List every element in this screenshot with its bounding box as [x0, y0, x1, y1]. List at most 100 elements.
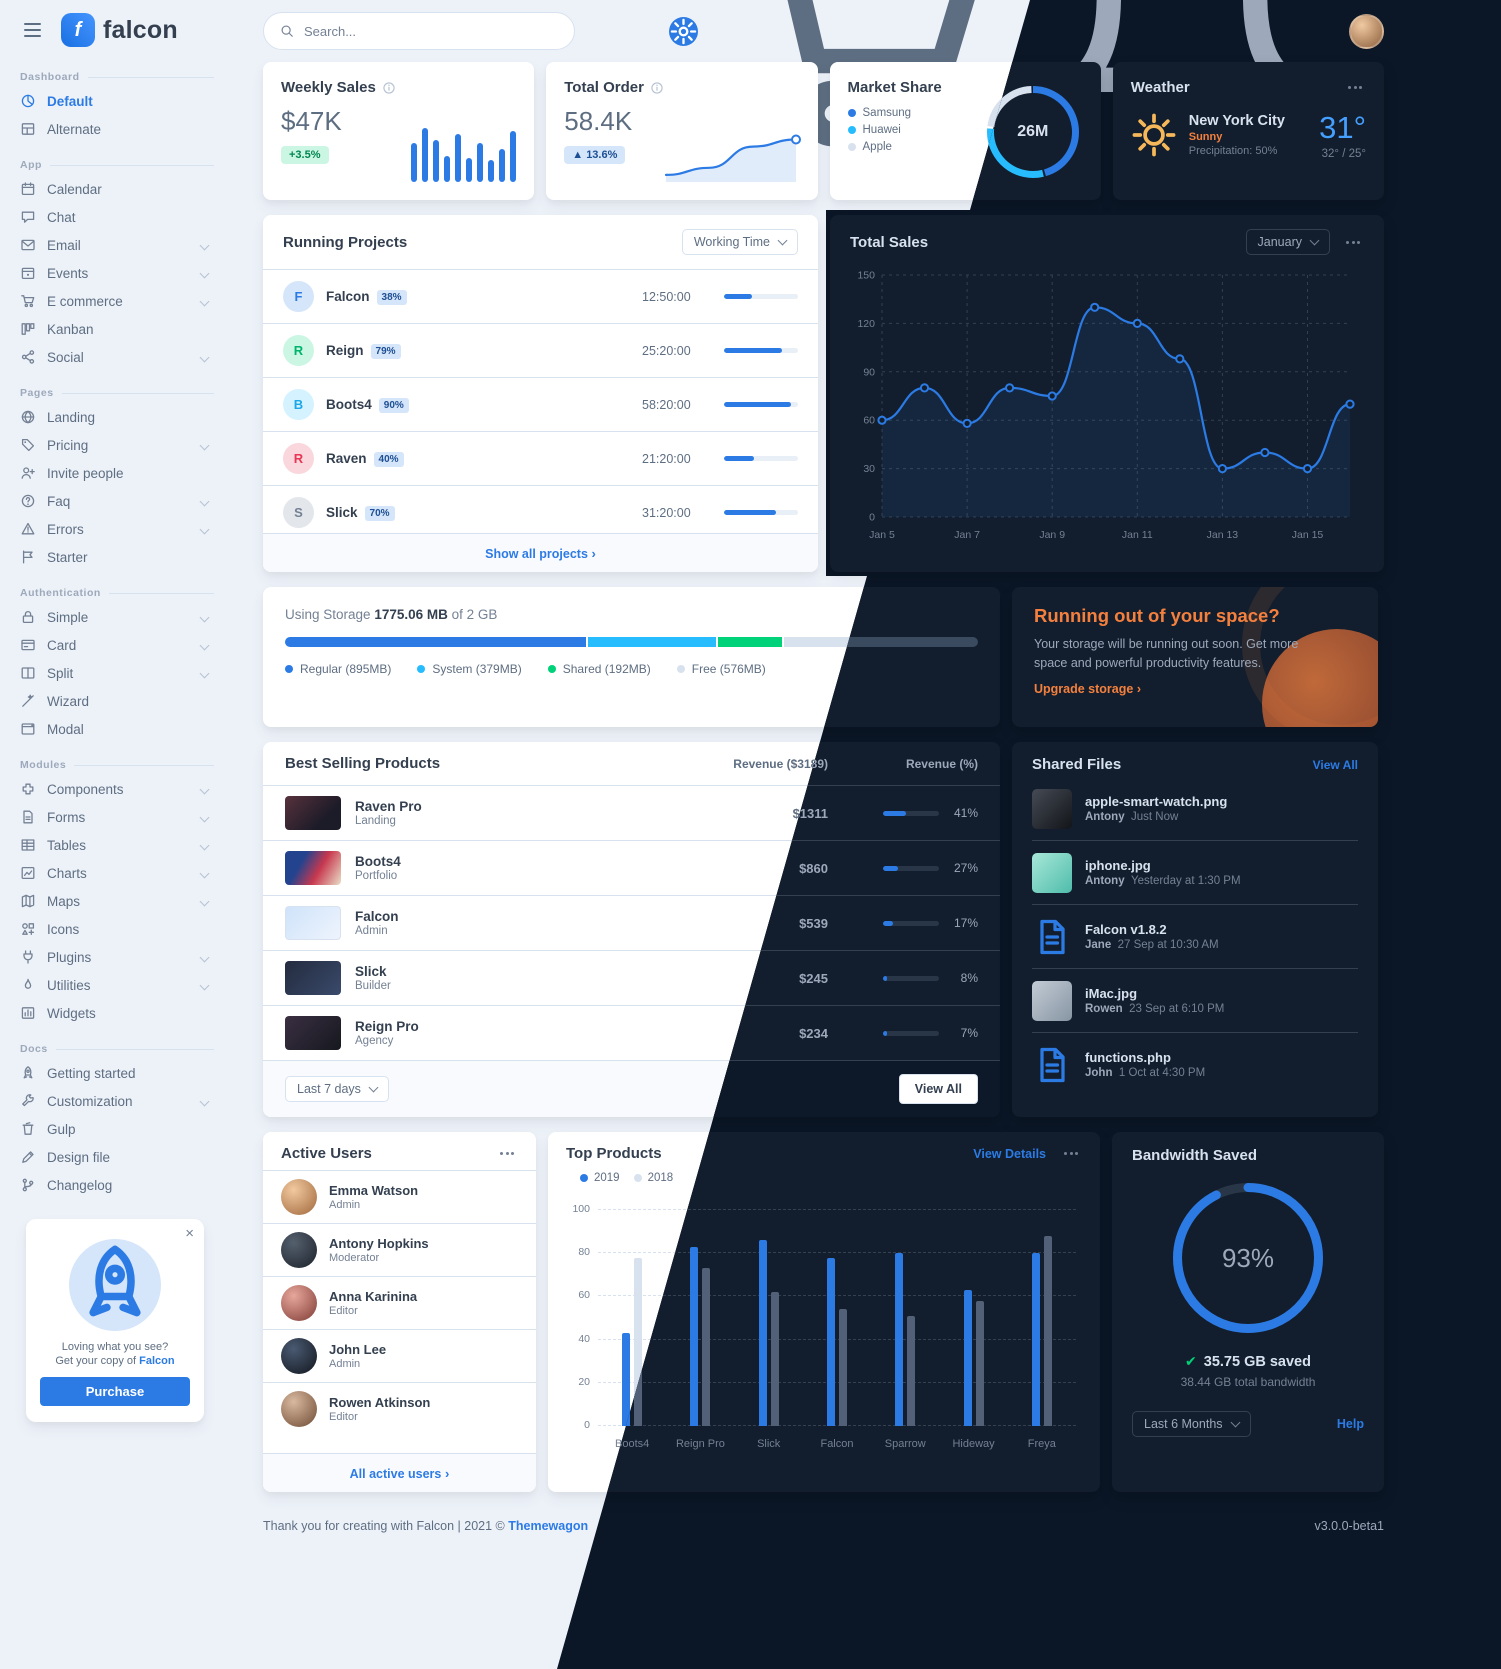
info-icon[interactable]	[650, 81, 664, 95]
project-row[interactable]: R Reign 79% 25:20:00	[263, 323, 818, 377]
sidebar-item-customization[interactable]: Customization	[0, 1087, 230, 1115]
working-time-filter[interactable]: Working Time	[681, 229, 798, 255]
close-icon[interactable]: ×	[185, 1225, 194, 1242]
sidebar-item-utilities[interactable]: Utilities	[0, 971, 230, 999]
card-menu-icon[interactable]	[1344, 82, 1366, 93]
sidebar-item-simple[interactable]: Simple	[0, 603, 230, 631]
product-revenue-bar	[883, 1030, 939, 1036]
search-icon	[280, 24, 294, 38]
falcon-copy-link[interactable]: Falcon	[139, 1355, 175, 1367]
avatar	[281, 1179, 317, 1215]
user-role: Editor	[329, 1305, 358, 1317]
project-row[interactable]: S Slick 70% 31:20:00	[263, 485, 818, 539]
last-7-days-filter[interactable]: Last 7 days	[285, 1076, 389, 1102]
sidebar-item-email[interactable]: Email	[0, 231, 230, 259]
file-time: 23 Sep at 6:10 PM	[1129, 1003, 1225, 1015]
search-input[interactable]	[302, 22, 558, 40]
bar-chart-icon	[20, 121, 36, 137]
project-row[interactable]: F Falcon 38% 12:50:00	[263, 269, 818, 323]
sidebar-item-errors[interactable]: Errors	[0, 515, 230, 543]
info-icon[interactable]	[382, 81, 396, 95]
sidebar-item-events[interactable]: Events	[0, 259, 230, 287]
sidebar-item-maps[interactable]: Maps	[0, 887, 230, 915]
sidebar-item-icons[interactable]: Icons	[0, 915, 230, 943]
sidebar-item-design-file[interactable]: Design file	[0, 1143, 230, 1171]
file-row[interactable]: iphone.jpg Antony Yesterday at 1:30 PM	[1032, 840, 1358, 904]
sidebar-item-gulp[interactable]: Gulp	[0, 1115, 230, 1143]
sidebar-item-invite-people[interactable]: Invite people	[0, 459, 230, 487]
revenue-column-header: Revenue ($3189)	[733, 756, 828, 771]
sidebar-item-wizard[interactable]: Wizard	[0, 687, 230, 715]
sidebar-item-starter[interactable]: Starter	[0, 543, 230, 571]
view-all-button[interactable]: View All	[898, 1074, 978, 1104]
sidebar-item-pricing[interactable]: Pricing	[0, 431, 230, 459]
sidebar-item-default[interactable]: Default	[0, 87, 230, 115]
file-name: Falcon v1.8.2	[1085, 922, 1167, 937]
sidebar-item-tables[interactable]: Tables	[0, 831, 230, 859]
search-box[interactable]	[263, 12, 575, 50]
sidebar-item-alternate[interactable]: Alternate	[0, 115, 230, 143]
total-order-title: Total Order	[564, 79, 644, 96]
view-all-files-link[interactable]: View All	[1312, 757, 1358, 772]
sidebar-item-charts[interactable]: Charts	[0, 859, 230, 887]
view-details-link[interactable]: View Details	[973, 1146, 1046, 1161]
all-active-users-link[interactable]: All active users	[350, 1466, 450, 1481]
svg-text:150: 150	[857, 270, 875, 282]
sidebar-item-modal[interactable]: Modal	[0, 715, 230, 743]
settings-gear-icon[interactable]	[669, 16, 698, 46]
project-avatar: S	[283, 497, 314, 528]
sidebar-item-faq[interactable]: Faq	[0, 487, 230, 515]
themewagon-link[interactable]: Themewagon	[508, 1519, 589, 1533]
sidebar-item-widgets[interactable]: Widgets	[0, 999, 230, 1027]
sidebar-item-components[interactable]: Components	[0, 775, 230, 803]
user-name: Anna Karinina	[329, 1289, 418, 1304]
sidebar-item-e-commerce[interactable]: E commerce	[0, 287, 230, 315]
market-share-total: 26M	[1017, 123, 1049, 140]
project-row[interactable]: R Raven 40% 21:20:00	[263, 431, 818, 485]
sidebar-item-landing[interactable]: Landing	[0, 403, 230, 431]
sidebar-item-calendar[interactable]: Calendar	[0, 175, 230, 203]
legend-item: Apple	[847, 141, 1083, 153]
sidebar-item-card[interactable]: Card	[0, 631, 230, 659]
upgrade-storage-link[interactable]: Upgrade storage	[1034, 682, 1141, 696]
show-all-projects-link[interactable]: Show all projects	[485, 546, 596, 561]
file-row[interactable]: functions.php John 1 Oct at 4:30 PM	[1032, 1032, 1358, 1096]
sidebar-item-kanban[interactable]: Kanban	[0, 315, 230, 343]
purchase-button[interactable]: Purchase	[40, 1377, 190, 1406]
project-row[interactable]: B Boots4 90% 58:20:00	[263, 377, 818, 431]
sidebar-item-getting-started[interactable]: Getting started	[0, 1059, 230, 1087]
user-avatar[interactable]	[1349, 13, 1384, 49]
month-filter[interactable]: January	[1245, 229, 1330, 255]
project-progress-bar	[724, 456, 798, 461]
card-menu-icon[interactable]	[496, 1148, 518, 1159]
space-body: Your storage will be running out soon. G…	[1034, 637, 1299, 670]
hamburger-menu-icon[interactable]	[20, 19, 45, 41]
file-row[interactable]: apple-smart-watch.png Antony Just Now	[1032, 777, 1358, 840]
sidebar-item-split[interactable]: Split	[0, 659, 230, 687]
card-menu-icon[interactable]	[1060, 1148, 1082, 1159]
bar-2018	[907, 1316, 916, 1426]
last-6-months-filter[interactable]: Last 6 Months	[1132, 1411, 1251, 1437]
sidebar-item-plugins[interactable]: Plugins	[0, 943, 230, 971]
file-row[interactable]: Falcon v1.8.2 Jane 27 Sep at 10:30 AM	[1032, 904, 1358, 968]
help-link[interactable]: Help	[1336, 1417, 1364, 1431]
product-thumbnail	[285, 961, 341, 995]
svg-text:Jan 15: Jan 15	[1292, 529, 1324, 541]
falcon-logo[interactable]: f falcon	[61, 13, 178, 47]
sidebar-item-chat[interactable]: Chat	[0, 203, 230, 231]
sidebar-item-forms[interactable]: Forms	[0, 803, 230, 831]
card-menu-icon[interactable]	[1342, 237, 1364, 248]
sidebar-item-social[interactable]: Social	[0, 343, 230, 371]
file-row[interactable]: iMac.jpg Rowen 23 Sep at 6:10 PM	[1032, 968, 1358, 1032]
sidebar-item-changelog[interactable]: Changelog	[0, 1171, 230, 1199]
